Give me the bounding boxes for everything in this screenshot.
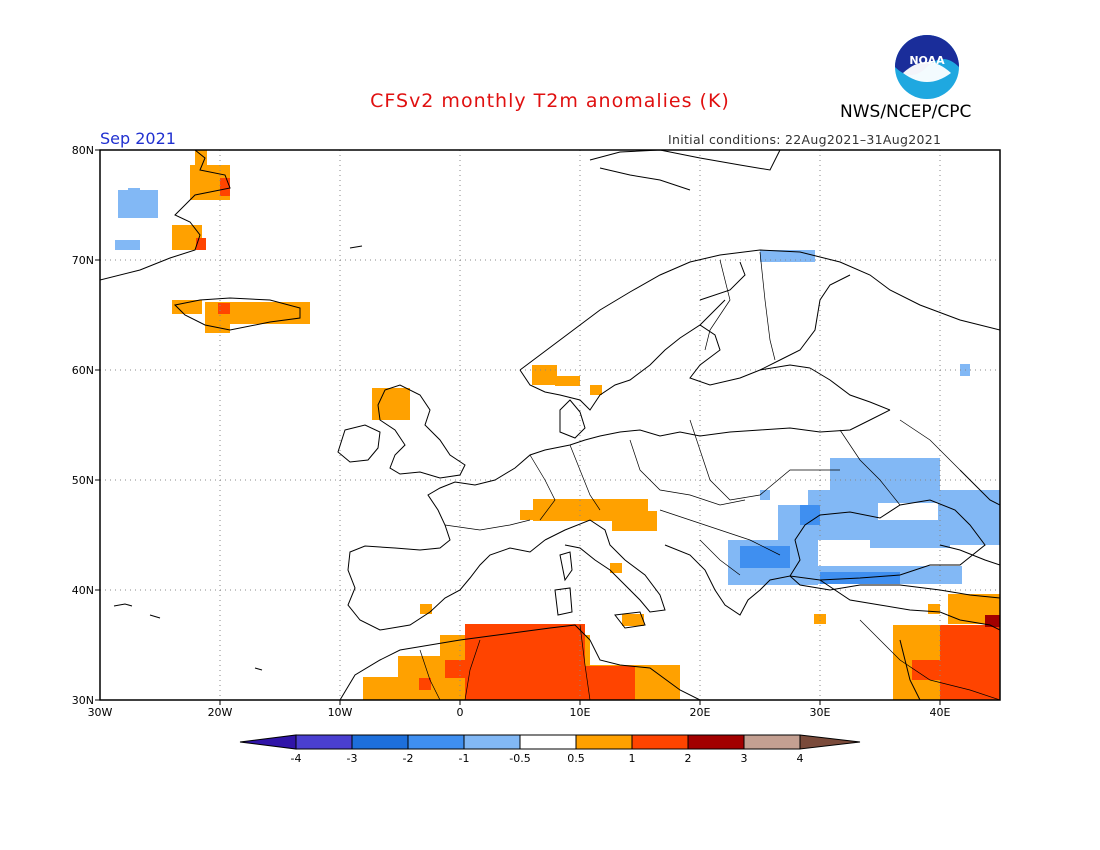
colorbar-label: -2	[403, 752, 414, 765]
coastlines	[100, 150, 1000, 700]
colorbar-label: 1	[629, 752, 636, 765]
lat-label: 60N	[72, 364, 94, 377]
logo-text: NOAA	[909, 54, 945, 67]
colorbar-bin	[575, 734, 633, 750]
lon-label: 10W	[328, 706, 353, 719]
colorbar-bin	[687, 734, 745, 750]
colorbar-label: 2	[685, 752, 692, 765]
colorbar-label: -0.5	[509, 752, 530, 765]
colorbar-label: -1	[459, 752, 470, 765]
country-borders	[419, 251, 1000, 700]
colorbar-label: -4	[291, 752, 302, 765]
lon-label: 0	[457, 706, 464, 719]
lon-label: 40E	[930, 706, 951, 719]
colorbar-bin	[631, 734, 689, 750]
initial-conditions: Initial conditions: 22Aug2021–31Aug2021	[668, 132, 942, 147]
agency-label: NWS/NCEP/CPC	[840, 102, 972, 122]
colorbar-bin	[407, 734, 465, 750]
lat-label: 50N	[72, 474, 94, 487]
colorbar	[239, 734, 861, 750]
colorbar-bin	[463, 734, 521, 750]
colorbar-label: 0.5	[567, 752, 585, 765]
forecast-period: Sep 2021	[100, 129, 176, 148]
colorbar-bin	[239, 734, 297, 750]
noaa-logo: NOAA	[895, 35, 959, 99]
lat-label: 70N	[72, 254, 94, 267]
lon-label: 30E	[810, 706, 831, 719]
colorbar-bin	[351, 734, 409, 750]
colorbar-label: -3	[347, 752, 358, 765]
colorbar-bin	[799, 734, 861, 750]
lat-label: 40N	[72, 584, 94, 597]
lat-labels: 80N 70N 60N 50N 40N 30N	[72, 144, 94, 707]
colorbar-bin	[519, 734, 577, 750]
colorbar-label: 3	[741, 752, 748, 765]
lon-label: 20W	[208, 706, 233, 719]
lat-label: 80N	[72, 144, 94, 157]
colorbar-bin	[295, 734, 353, 750]
anomaly-shading	[115, 150, 1000, 700]
map-frame	[99, 149, 1001, 701]
colorbar-bin	[743, 734, 801, 750]
lon-label: 20E	[690, 706, 711, 719]
lon-label: 10E	[570, 706, 591, 719]
lat-ticks	[95, 149, 100, 701]
gridlines	[100, 150, 1000, 700]
lon-labels: 30W 20W 10W 0 10E 20E 30E 40E	[88, 706, 951, 719]
lat-label: 30N	[72, 694, 94, 707]
map-title: CFSv2 monthly T2m anomalies (K)	[370, 90, 730, 112]
colorbar-labels: -4 -3 -2 -1 -0.5 0.5 1 2 3 4	[291, 752, 804, 765]
lon-ticks	[219, 700, 941, 705]
colorbar-label: 4	[797, 752, 804, 765]
lon-label: 30W	[88, 706, 113, 719]
